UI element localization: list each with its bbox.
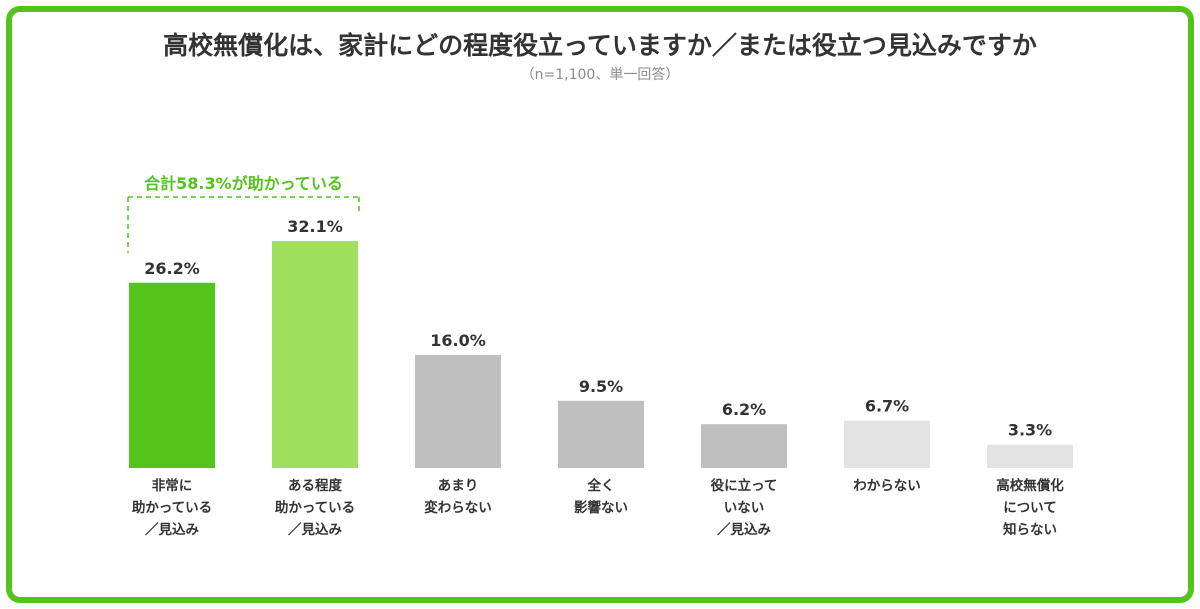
category-label: あまり [438, 478, 479, 494]
data-label: 6.2% [722, 400, 766, 419]
data-label: 32.1% [287, 217, 343, 236]
category-label: 影響ない [574, 499, 628, 516]
category-label: 助かっている [275, 499, 355, 516]
category-label: 全く [587, 477, 615, 494]
data-label: 6.7% [865, 397, 909, 416]
category-label: について [1003, 500, 1057, 516]
category-label: わからない [853, 478, 921, 494]
data-label: 9.5% [579, 377, 623, 396]
bar [844, 420, 930, 468]
chart-subtitle: （n=1,100、単一回答） [520, 67, 680, 83]
bar [415, 354, 501, 468]
bar [558, 400, 644, 468]
chart-title: 高校無償化は、家計にどの程度役立っていますか／または役立つ見込みですか [163, 31, 1037, 60]
data-label: 26.2% [144, 259, 200, 278]
category-label: 役に立って [711, 477, 778, 494]
data-label: 3.3% [1008, 421, 1052, 440]
bar [987, 444, 1073, 468]
category-label: ／見込み [717, 521, 771, 538]
category-label: 知らない [1003, 521, 1057, 538]
category-label: 助かっている [132, 499, 212, 516]
category-label: ／見込み [145, 521, 199, 538]
bar [129, 282, 215, 468]
bar [272, 241, 358, 468]
annotation-label: 合計58.3%が助かっている [144, 174, 343, 193]
category-label: ある程度 [288, 477, 342, 494]
bar [701, 424, 787, 468]
category-label: 高校無償化 [996, 477, 1064, 494]
category-label: ／見込み [288, 521, 342, 538]
category-label: いない [724, 500, 765, 516]
data-label: 16.0% [430, 331, 486, 350]
category-label: 非常に [152, 477, 193, 494]
category-label: 変わらない [424, 499, 492, 516]
